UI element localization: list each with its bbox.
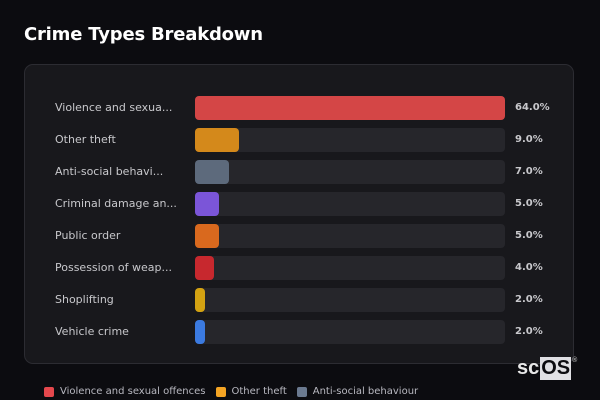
bar-label: Shoplifting [55, 293, 114, 306]
legend-swatch-icon [44, 386, 54, 397]
bar-label: Anti-social behavi... [55, 165, 164, 178]
bar-fill[interactable] [195, 160, 229, 184]
bar-label: Possession of weap... [55, 261, 172, 274]
bar-fill[interactable] [195, 288, 205, 312]
bar-row: Vehicle crime 2.0% [25, 320, 575, 344]
bar-row: Violence and sexua... 64.0% [25, 96, 575, 120]
bar-track [195, 256, 505, 280]
logo-highlight: OS [540, 357, 572, 380]
bar-value: 5.0% [515, 198, 543, 209]
chart-legend: Violence and sexual offences Other theft A… [44, 386, 418, 397]
bar-value: 2.0% [515, 326, 543, 337]
bar-label: Criminal damage an... [55, 197, 177, 210]
bar-track [195, 160, 505, 184]
bar-track [195, 288, 505, 312]
bar-value: 9.0% [515, 134, 543, 145]
bar-fill[interactable] [195, 128, 239, 152]
bar-track [195, 192, 505, 216]
legend-label: Anti-social behaviour [312, 386, 419, 397]
chart-card: Violence and sexua... 64.0% Other theft 9.0… [24, 64, 574, 364]
legend-item[interactable]: Other theft [215, 386, 287, 397]
bar-row: Anti-social behavi... 7.0% [25, 160, 575, 184]
legend-swatch-icon [215, 386, 226, 397]
bar-value: 64.0% [515, 102, 550, 113]
bar-track [195, 128, 505, 152]
bar-track [195, 320, 505, 344]
bar-fill[interactable] [195, 320, 205, 344]
bar-row: Possession of weap... 4.0% [25, 256, 575, 280]
registered-mark-icon: ® [572, 357, 578, 364]
legend-label: Other theft [231, 386, 287, 397]
legend-item[interactable]: Violence and sexual offences [44, 386, 206, 397]
legend-swatch-icon [296, 386, 307, 397]
scos-logo: sc OS ® [517, 357, 577, 380]
bar-fill[interactable] [195, 96, 505, 120]
bar-value: 5.0% [515, 230, 543, 241]
bar-label: Public order [55, 229, 121, 242]
bar-value: 7.0% [515, 166, 543, 177]
bar-track [195, 96, 505, 120]
legend-label: Violence and sexual offences [60, 386, 206, 397]
bar-row: Public order 5.0% [25, 224, 575, 248]
bar-track [195, 224, 505, 248]
bar-label: Violence and sexua... [55, 101, 173, 114]
bar-fill[interactable] [195, 256, 215, 280]
bar-value: 2.0% [515, 294, 543, 305]
bar-row: Criminal damage an... 5.0% [25, 192, 575, 216]
bar-row: Other theft 9.0% [25, 128, 575, 152]
bar-label: Vehicle crime [55, 325, 129, 338]
legend-item[interactable]: Anti-social behaviour [296, 386, 419, 397]
bar-label: Other theft [55, 133, 116, 146]
chart-title: Crime Types Breakdown [24, 24, 263, 45]
bar-fill[interactable] [195, 224, 220, 248]
logo-prefix: sc [517, 357, 540, 379]
bar-fill[interactable] [195, 192, 220, 216]
bar-value: 4.0% [515, 262, 543, 273]
bar-row: Shoplifting 2.0% [25, 288, 575, 312]
